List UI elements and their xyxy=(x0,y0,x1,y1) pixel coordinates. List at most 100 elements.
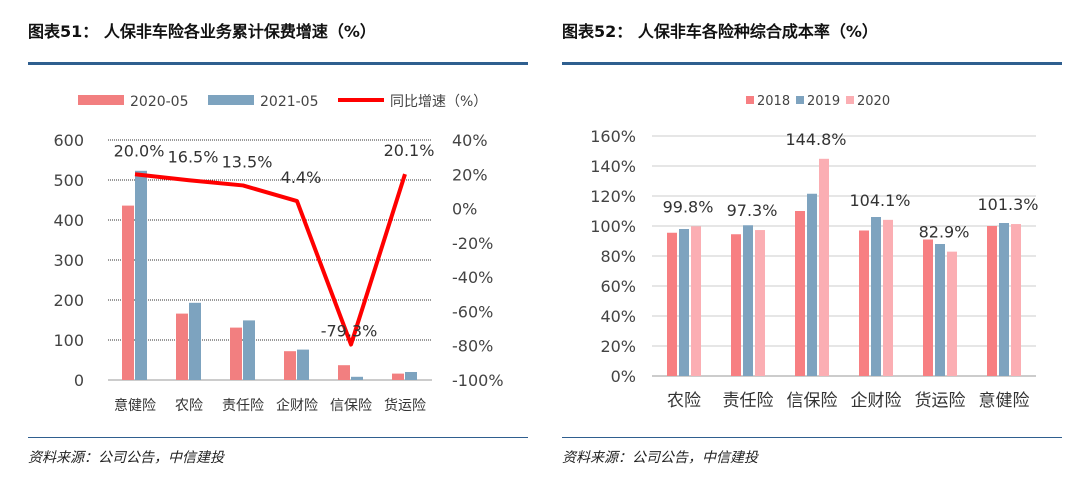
data-label: 20.1% xyxy=(384,141,435,160)
x-tick-label: 责任险 xyxy=(222,398,264,414)
data-label: -79.3% xyxy=(321,322,378,341)
y-tick-label: 0% xyxy=(611,367,636,386)
y-tick-label: 80% xyxy=(600,247,636,266)
bar-2020-05 xyxy=(230,327,242,380)
y-tick-label: 300 xyxy=(53,251,84,270)
chart1-header-rule xyxy=(28,62,528,65)
y2-tick-label: -40% xyxy=(452,268,493,287)
y-tick-label: 20% xyxy=(600,337,636,356)
x-tick-label: 农险 xyxy=(175,398,203,414)
y-tick-label: 60% xyxy=(600,277,636,296)
legend-label: 2020 xyxy=(857,94,890,109)
y-tick-label: 160% xyxy=(590,127,636,146)
bar-2020 xyxy=(819,158,829,376)
legend-swatch xyxy=(846,96,854,104)
bar-2020-05 xyxy=(176,313,188,380)
y2-tick-label: -60% xyxy=(452,302,493,321)
x-tick-label: 货运险 xyxy=(384,397,426,414)
x-tick-label: 企财险 xyxy=(851,391,902,411)
bar-2021-05 xyxy=(243,320,255,380)
chart2-title: 图表52： 人保非车各险种综合成本率（%） xyxy=(562,22,878,41)
x-tick-label: 企财险 xyxy=(276,397,318,414)
bar-2018 xyxy=(731,234,741,376)
x-tick-label: 意健险 xyxy=(979,391,1030,411)
bar-2021-05 xyxy=(297,349,309,380)
bar-2020 xyxy=(755,230,765,376)
bar-2020 xyxy=(947,251,957,376)
y-tick-label: 40% xyxy=(600,307,636,326)
y-tick-label: 500 xyxy=(53,171,84,190)
data-label: 20.0% xyxy=(114,141,165,160)
legend-label: 同比增速（%） xyxy=(390,94,487,110)
legend-swatch xyxy=(746,96,754,104)
data-label: 82.9% xyxy=(919,223,970,242)
bar-2020 xyxy=(883,219,893,376)
data-label: 99.8% xyxy=(663,197,714,216)
bar-2020 xyxy=(691,226,701,376)
bar-2020-05 xyxy=(392,373,404,380)
bar-2021-05 xyxy=(405,372,417,380)
bar-2020-05 xyxy=(338,365,350,380)
chart1-plot: 600 500 400 300 200 100 0 40% 20% 0% -20% -40% -60% -… xyxy=(53,94,504,414)
x-tick-label: 信保险 xyxy=(330,398,372,414)
y2-tick-label: -100% xyxy=(452,371,504,390)
y2-tick-label: 0% xyxy=(452,200,477,219)
line-series-yoy xyxy=(134,172,407,347)
chart2-source: 资料来源：公司公告，中信建投 xyxy=(562,450,758,466)
legend-label: 2021-05 xyxy=(260,94,319,110)
bar-2019 xyxy=(807,193,817,376)
x-tick-label: 农险 xyxy=(667,391,701,411)
chart2-header-rule xyxy=(562,62,1062,65)
chart2-footer-rule xyxy=(562,437,1062,438)
legend-label: 2019 xyxy=(807,94,840,109)
y2-tick-label: 20% xyxy=(452,165,488,184)
y-tick-label: 100 xyxy=(53,331,84,350)
legend-label: 2018 xyxy=(757,94,790,109)
bar-2020-05 xyxy=(122,205,134,380)
data-label: 16.5% xyxy=(168,147,219,166)
y-tick-label: 400 xyxy=(53,211,84,230)
data-label: 97.3% xyxy=(727,201,778,220)
x-tick-label: 意健险 xyxy=(114,397,156,414)
data-label: 144.8% xyxy=(785,130,846,149)
chart1-footer-rule xyxy=(28,437,528,438)
chart2-plot: 160% 140% 120% 100% 80% 60% 40% 20% 0% 99.8% 农险 97.… xyxy=(590,94,1038,411)
bar-2021-05 xyxy=(189,302,201,380)
data-label: 101.3% xyxy=(977,195,1038,214)
y-tick-label: 600 xyxy=(53,131,84,150)
legend-swatch xyxy=(796,96,804,104)
bar-2019 xyxy=(999,223,1009,376)
x-tick-label: 责任险 xyxy=(723,391,774,411)
data-label: 4.4% xyxy=(281,168,322,187)
y-tick-label: 200 xyxy=(53,291,84,310)
legend-swatch xyxy=(78,95,124,105)
legend-swatch xyxy=(208,95,254,105)
bar-2021-05 xyxy=(351,376,363,380)
bar-2019 xyxy=(935,244,945,376)
bar-2020 xyxy=(1011,224,1021,376)
data-label: 13.5% xyxy=(222,152,273,171)
bar-2018 xyxy=(923,239,933,376)
bar-2019 xyxy=(871,217,881,376)
chart1-source: 资料来源：公司公告，中信建投 xyxy=(28,450,224,466)
bar-2019 xyxy=(743,225,753,376)
y-tick-label: 120% xyxy=(590,187,636,206)
bar-2018 xyxy=(987,226,997,376)
legend-label: 2020-05 xyxy=(130,94,189,110)
chart1-title: 图表51： 人保非车险各业务累计保费增速（%） xyxy=(28,22,376,41)
x-tick-label: 货运险 xyxy=(915,391,966,411)
y-tick-label: 100% xyxy=(590,217,636,236)
bar-2021-05 xyxy=(135,170,147,380)
y2-tick-label: -20% xyxy=(452,234,493,253)
bar-2018 xyxy=(795,211,805,376)
x-tick-label: 信保险 xyxy=(787,391,838,411)
bar-2018 xyxy=(667,232,677,376)
y2-tick-label: 40% xyxy=(452,131,488,150)
y-tick-label: 0 xyxy=(74,371,84,390)
bar-2018 xyxy=(859,230,869,376)
y2-tick-label: -80% xyxy=(452,337,493,356)
y-tick-label: 140% xyxy=(590,157,636,176)
data-label: 104.1% xyxy=(849,191,910,210)
bar-2019 xyxy=(679,229,689,376)
bar-2020-05 xyxy=(284,351,296,380)
